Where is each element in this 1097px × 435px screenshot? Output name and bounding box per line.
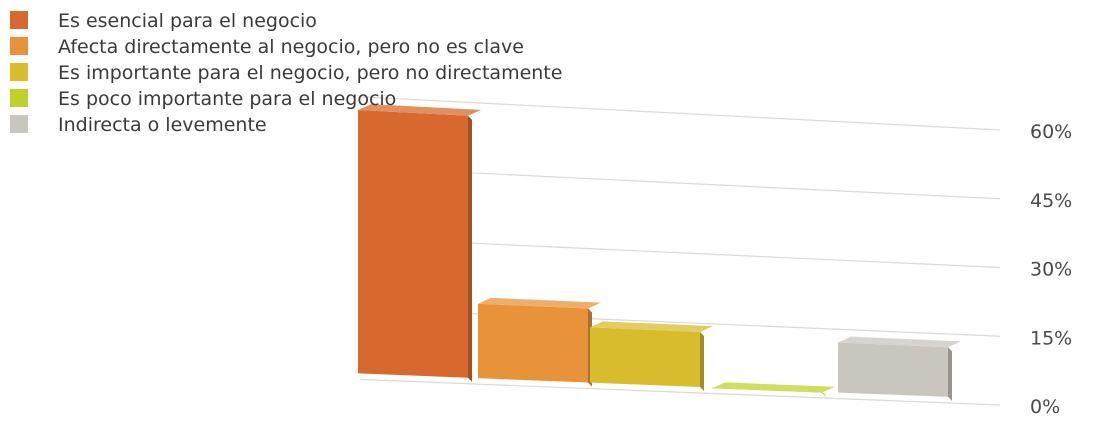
legend-item: Es esencial para el negocio [10, 10, 317, 32]
gridline [359, 96, 1001, 131]
bar [838, 336, 961, 401]
legend-label: Es poco importante para el negocio [58, 88, 396, 110]
bar [712, 382, 835, 397]
bar-side [822, 391, 826, 397]
bar-side [948, 347, 952, 401]
legend-item: Es importante para el negocio, pero no d… [10, 62, 562, 84]
legend-swatch [10, 89, 28, 107]
legend: Es esencial para el negocio Afecta direct… [10, 10, 562, 136]
y-tick-label: 0% [1030, 396, 1060, 418]
legend-label: Es importante para el negocio, pero no d… [58, 62, 562, 84]
legend-label: Afecta directamente al negocio, pero no … [58, 36, 524, 58]
bar-top [358, 104, 481, 116]
gridline [359, 378, 1001, 406]
legend-item: Afecta directamente al negocio, pero no … [10, 36, 524, 58]
bar-front [838, 342, 948, 397]
y-tick-label: 15% [1030, 327, 1072, 349]
y-tick-label: 60% [1030, 121, 1072, 143]
legend-swatch [10, 115, 28, 133]
y-tick-label: 30% [1030, 259, 1072, 281]
y-axis-tick-labels: 0% 15% 30% 45% 60% [1030, 121, 1072, 418]
bar-front [590, 327, 700, 387]
bar [478, 297, 601, 387]
bar-front [478, 303, 588, 383]
legend-item: Indirecta o levemente [10, 114, 267, 136]
legend-swatch [10, 63, 28, 81]
bar-top [590, 321, 713, 332]
legend-label: Indirecta o levemente [58, 114, 267, 136]
bars [358, 104, 961, 401]
legend-swatch [10, 11, 28, 29]
bar [358, 104, 481, 382]
legend-item: Es poco importante para el negocio [10, 88, 396, 110]
bar-side [700, 331, 704, 391]
legend-label: Es esencial para el negocio [58, 10, 317, 32]
y-tick-label: 45% [1030, 190, 1072, 212]
bar-top [712, 382, 835, 393]
bar-top [838, 336, 961, 348]
legend-swatch [10, 37, 28, 55]
bar-top [478, 297, 601, 309]
bar [590, 321, 713, 391]
bar-side [468, 115, 472, 382]
bar-front [358, 110, 468, 378]
